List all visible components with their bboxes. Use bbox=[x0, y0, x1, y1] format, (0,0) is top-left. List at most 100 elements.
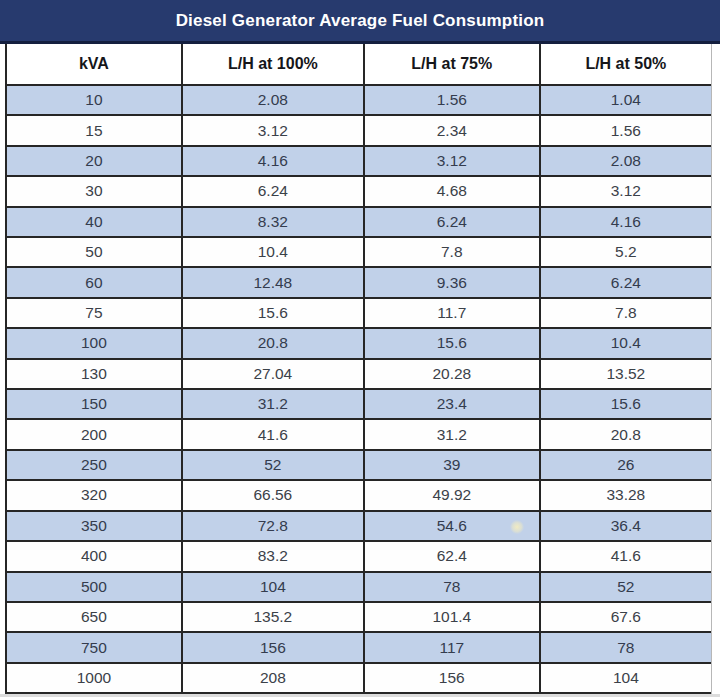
table-row: 40083.262.441.6 bbox=[7, 542, 711, 572]
kva-cell: 500 bbox=[7, 573, 183, 601]
value-cell: 31.2 bbox=[183, 390, 365, 418]
value-cell: 52 bbox=[541, 573, 711, 601]
value-cell: 26 bbox=[541, 451, 711, 479]
value-cell: 9.36 bbox=[365, 268, 541, 296]
table-row: 75015611778 bbox=[7, 633, 711, 663]
kva-cell: 100 bbox=[7, 329, 183, 357]
kva-cell: 20 bbox=[7, 147, 183, 175]
value-cell: 104 bbox=[183, 573, 365, 601]
value-cell: 67.6 bbox=[541, 603, 711, 631]
table-row: 1000208156104 bbox=[7, 664, 711, 694]
value-cell: 156 bbox=[183, 633, 365, 661]
value-cell: 4.16 bbox=[541, 208, 711, 236]
value-cell: 15.6 bbox=[365, 329, 541, 357]
kva-cell: 200 bbox=[7, 420, 183, 448]
kva-cell: 75 bbox=[7, 299, 183, 327]
page: Diesel Generator Average Fuel Consumptio… bbox=[0, 0, 720, 694]
table-row: 5010.47.85.2 bbox=[7, 238, 711, 268]
table-row: 7515.611.77.8 bbox=[7, 299, 711, 329]
kva-cell: 250 bbox=[7, 451, 183, 479]
value-cell: 3.12 bbox=[183, 116, 365, 144]
kva-cell: 130 bbox=[7, 360, 183, 388]
column-header-50pct: L/H at 50% bbox=[541, 44, 711, 84]
table-body: 102.081.561.04153.122.341.56204.163.122.… bbox=[7, 86, 711, 694]
column-header-100pct: L/H at 100% bbox=[183, 44, 365, 84]
value-cell: 7.8 bbox=[365, 238, 541, 266]
value-cell: 12.48 bbox=[183, 268, 365, 296]
table-row: 306.244.683.12 bbox=[7, 177, 711, 207]
value-cell: 33.28 bbox=[541, 481, 711, 509]
kva-cell: 40 bbox=[7, 208, 183, 236]
value-cell: 5.2 bbox=[541, 238, 711, 266]
table-row: 20041.631.220.8 bbox=[7, 420, 711, 450]
value-cell: 156 bbox=[365, 664, 541, 692]
table-header-row: kVA L/H at 100% L/H at 75% L/H at 50% bbox=[7, 44, 711, 86]
value-cell: 39 bbox=[365, 451, 541, 479]
value-cell: 27.04 bbox=[183, 360, 365, 388]
value-cell: 8.32 bbox=[183, 208, 365, 236]
value-cell: 23.4 bbox=[365, 390, 541, 418]
value-cell: 2.34 bbox=[365, 116, 541, 144]
value-cell: 4.68 bbox=[365, 177, 541, 205]
value-cell: 104 bbox=[541, 664, 711, 692]
value-cell: 1.04 bbox=[541, 86, 711, 114]
table-row: 10020.815.610.4 bbox=[7, 329, 711, 359]
value-cell: 13.52 bbox=[541, 360, 711, 388]
value-cell: 31.2 bbox=[365, 420, 541, 448]
value-cell: 3.12 bbox=[541, 177, 711, 205]
value-cell: 62.4 bbox=[365, 542, 541, 570]
value-cell: 15.6 bbox=[183, 299, 365, 327]
value-cell: 2.08 bbox=[183, 86, 365, 114]
table-row: 408.326.244.16 bbox=[7, 208, 711, 238]
value-cell: 6.24 bbox=[365, 208, 541, 236]
value-cell: 49.92 bbox=[365, 481, 541, 509]
value-cell: 7.8 bbox=[541, 299, 711, 327]
kva-cell: 750 bbox=[7, 633, 183, 661]
value-cell: 2.08 bbox=[541, 147, 711, 175]
value-cell: 41.6 bbox=[183, 420, 365, 448]
kva-cell: 400 bbox=[7, 542, 183, 570]
value-cell: 1.56 bbox=[365, 86, 541, 114]
value-cell: 6.24 bbox=[541, 268, 711, 296]
table-row: 204.163.122.08 bbox=[7, 147, 711, 177]
value-cell: 117 bbox=[365, 633, 541, 661]
value-cell: 10.4 bbox=[183, 238, 365, 266]
value-cell: 36.4 bbox=[541, 512, 711, 540]
kva-cell: 650 bbox=[7, 603, 183, 631]
value-cell: 208 bbox=[183, 664, 365, 692]
value-cell: 52 bbox=[183, 451, 365, 479]
table-title-bar: Diesel Generator Average Fuel Consumptio… bbox=[0, 0, 720, 44]
column-header-75pct: L/H at 75% bbox=[365, 44, 541, 84]
value-cell: 72.8 bbox=[183, 512, 365, 540]
kva-cell: 1000 bbox=[7, 664, 183, 692]
value-cell: 101.4 bbox=[365, 603, 541, 631]
value-cell: 3.12 bbox=[365, 147, 541, 175]
value-cell: 66.56 bbox=[183, 481, 365, 509]
value-cell: 78 bbox=[541, 633, 711, 661]
table-row: 32066.5649.9233.28 bbox=[7, 481, 711, 511]
kva-cell: 350 bbox=[7, 512, 183, 540]
value-cell: 20.8 bbox=[541, 420, 711, 448]
column-header-kva: kVA bbox=[7, 44, 183, 84]
kva-cell: 30 bbox=[7, 177, 183, 205]
value-cell: 1.56 bbox=[541, 116, 711, 144]
table-row: 6012.489.366.24 bbox=[7, 268, 711, 298]
table-row: 250523926 bbox=[7, 451, 711, 481]
value-cell: 15.6 bbox=[541, 390, 711, 418]
value-cell: 11.7 bbox=[365, 299, 541, 327]
value-cell: 135.2 bbox=[183, 603, 365, 631]
table-row: 153.122.341.56 bbox=[7, 116, 711, 146]
table-row: 102.081.561.04 bbox=[7, 86, 711, 116]
value-cell: 54.6 bbox=[365, 512, 541, 540]
table-title: Diesel Generator Average Fuel Consumptio… bbox=[176, 11, 545, 31]
value-cell: 4.16 bbox=[183, 147, 365, 175]
value-cell: 20.8 bbox=[183, 329, 365, 357]
kva-cell: 150 bbox=[7, 390, 183, 418]
kva-cell: 50 bbox=[7, 238, 183, 266]
value-cell: 6.24 bbox=[183, 177, 365, 205]
table-row: 35072.854.636.4 bbox=[7, 512, 711, 542]
fuel-consumption-table: kVA L/H at 100% L/H at 75% L/H at 50% 10… bbox=[5, 44, 712, 694]
value-cell: 20.28 bbox=[365, 360, 541, 388]
kva-cell: 10 bbox=[7, 86, 183, 114]
value-cell: 78 bbox=[365, 573, 541, 601]
